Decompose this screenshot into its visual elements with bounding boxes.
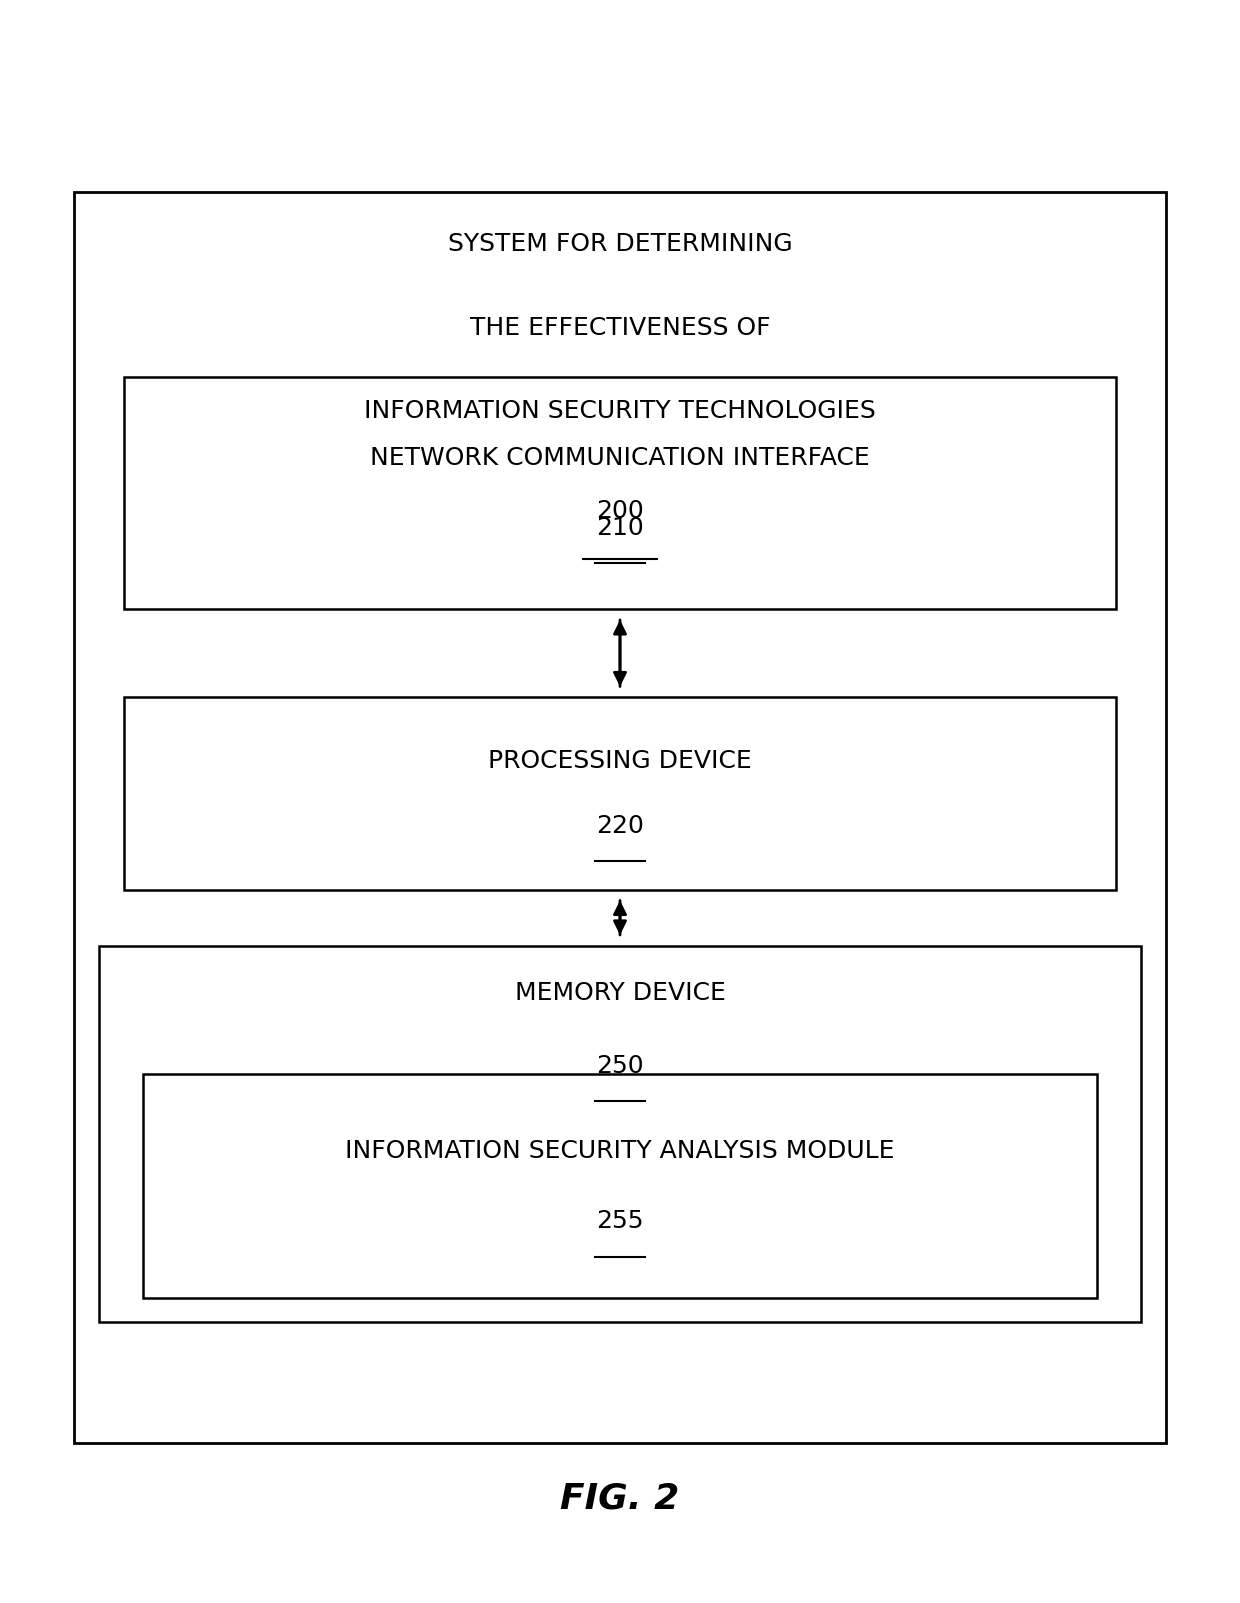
Bar: [124, 697, 1116, 890]
Text: MEMORY DEVICE: MEMORY DEVICE: [515, 981, 725, 1005]
Text: FIG. 2: FIG. 2: [560, 1481, 680, 1516]
Bar: [143, 1074, 1097, 1298]
Text: PROCESSING DEVICE: PROCESSING DEVICE: [489, 750, 751, 773]
Text: 210: 210: [596, 516, 644, 540]
Bar: [74, 192, 1166, 1443]
Text: 200: 200: [596, 499, 644, 523]
Text: NETWORK COMMUNICATION INTERFACE: NETWORK COMMUNICATION INTERFACE: [370, 446, 870, 470]
Text: 250: 250: [596, 1055, 644, 1077]
Text: INFORMATION SECURITY ANALYSIS MODULE: INFORMATION SECURITY ANALYSIS MODULE: [345, 1140, 895, 1162]
Text: 220: 220: [596, 814, 644, 837]
Bar: [124, 377, 1116, 609]
Bar: [99, 946, 1141, 1322]
Text: 255: 255: [596, 1210, 644, 1233]
Text: SYSTEM FOR DETERMINING: SYSTEM FOR DETERMINING: [448, 232, 792, 256]
Text: INFORMATION SECURITY TECHNOLOGIES: INFORMATION SECURITY TECHNOLOGIES: [365, 399, 875, 423]
Text: THE EFFECTIVENESS OF: THE EFFECTIVENESS OF: [470, 316, 770, 340]
